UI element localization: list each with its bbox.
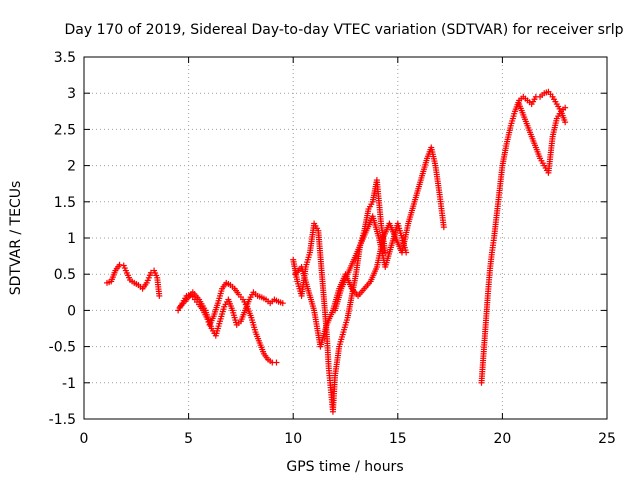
series-a xyxy=(104,261,163,299)
y-tick-label: 3 xyxy=(67,86,76,102)
data-point xyxy=(382,249,389,256)
series-g xyxy=(478,88,569,386)
y-tick-label: 0.5 xyxy=(54,267,76,283)
data-point xyxy=(403,249,410,256)
data-point xyxy=(562,104,569,111)
data-marks xyxy=(104,88,569,415)
y-tick-label: -0.5 xyxy=(49,340,76,356)
x-tick-labels: 0 5 10 15 20 25 xyxy=(80,431,616,447)
x-tick-label: 15 xyxy=(389,431,407,447)
x-tick-label: 25 xyxy=(598,431,616,447)
y-tick-label: -1 xyxy=(62,376,76,392)
y-tick-label: 2.5 xyxy=(54,122,76,138)
data-point xyxy=(279,300,286,307)
x-tick-label: 5 xyxy=(184,431,193,447)
y-tick-label: 1.5 xyxy=(54,195,76,211)
data-point xyxy=(440,224,447,231)
y-axis-label: SDTVAR / TECUs xyxy=(8,181,24,296)
y-tick-label: 3.5 xyxy=(54,50,76,66)
x-tick-label: 0 xyxy=(80,431,89,447)
y-tick-label: 1 xyxy=(67,231,76,247)
series-h xyxy=(516,101,569,176)
y-tick-label: 2 xyxy=(67,159,76,175)
data-point xyxy=(156,292,163,299)
x-axis-label: GPS time / hours xyxy=(286,459,403,475)
chart-title: Day 170 of 2019, Sidereal Day-to-day VTE… xyxy=(64,22,623,38)
series-c xyxy=(177,289,286,339)
data-point xyxy=(273,359,280,366)
x-tick-label: 20 xyxy=(493,431,511,447)
axis-ticks xyxy=(83,56,608,420)
series-d xyxy=(290,177,389,415)
y-tick-label: -1.5 xyxy=(49,412,76,428)
y-tick-label: 0 xyxy=(67,303,76,319)
data-point xyxy=(116,261,123,268)
series-e xyxy=(292,144,447,350)
data-point xyxy=(562,119,569,126)
grid xyxy=(84,57,607,419)
x-tick-label: 10 xyxy=(284,431,302,447)
y-tick-labels: 3.5 3 2.5 2 1.5 1 0.5 0 -0.5 -1 -1.5 xyxy=(49,50,76,428)
series-f xyxy=(332,213,410,314)
